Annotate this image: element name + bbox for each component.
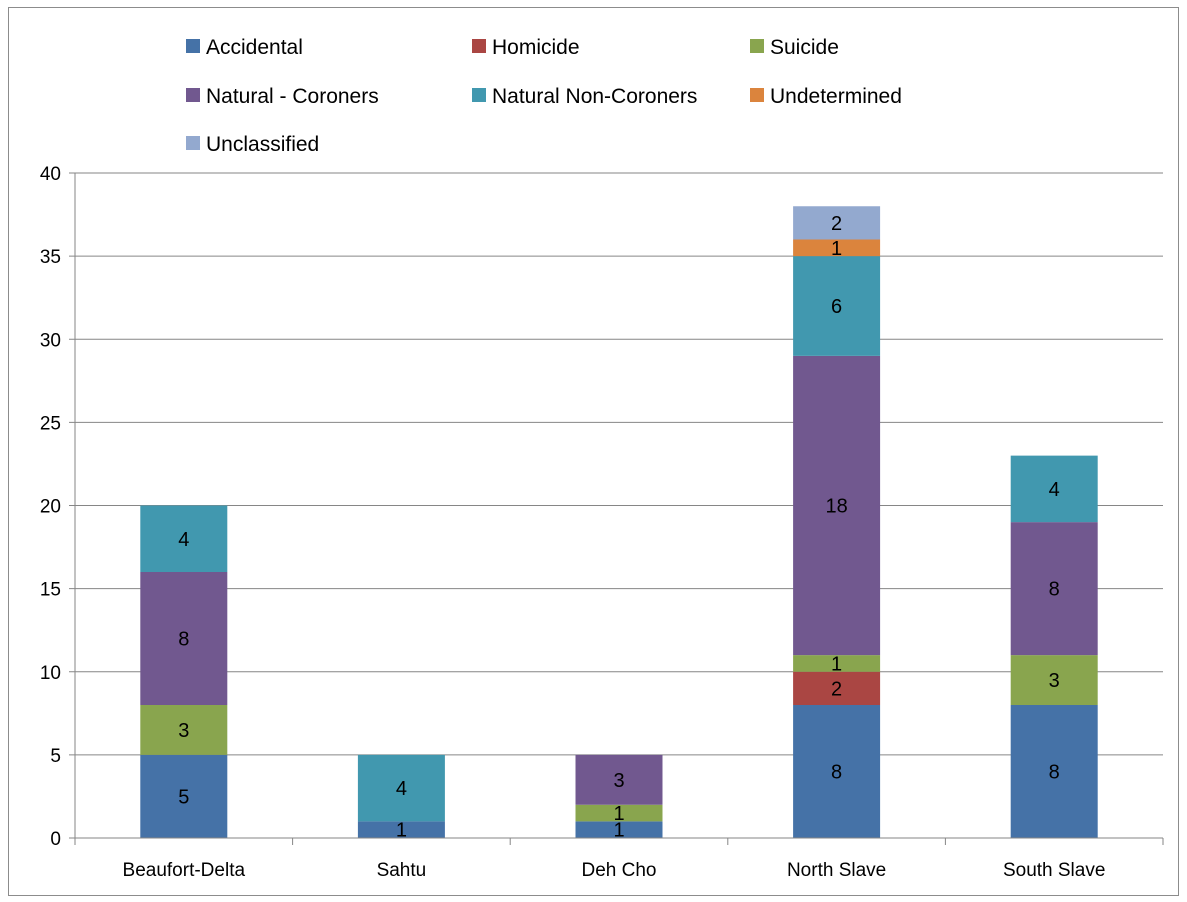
data-label: 1 — [831, 653, 842, 675]
bar-segment — [575, 804, 663, 822]
data-label: 8 — [1049, 579, 1060, 601]
legend-swatch — [472, 88, 486, 102]
y-tick-label: 30 — [40, 330, 61, 351]
data-label: 3 — [1049, 670, 1060, 692]
legend-label: Suicide — [770, 36, 839, 59]
bar-segment — [1010, 655, 1098, 705]
category-label: Sahtu — [377, 860, 427, 881]
bar-segment — [575, 821, 663, 838]
data-label: 8 — [831, 762, 842, 784]
data-label: 4 — [396, 778, 407, 800]
bar-segment — [793, 355, 881, 656]
bar-segment — [140, 705, 228, 755]
bar-segment — [357, 821, 445, 838]
bar-segment — [793, 655, 881, 672]
legend-swatch — [472, 39, 486, 53]
legend-label: Unclassified — [206, 133, 319, 156]
y-tick-label: 0 — [50, 829, 61, 850]
data-label: 5 — [178, 786, 189, 808]
bar-segment — [1010, 522, 1098, 656]
y-tick-label: 25 — [40, 413, 61, 434]
legend-swatch — [186, 136, 200, 150]
y-tick-label: 5 — [50, 746, 61, 767]
bar-segment — [793, 256, 881, 356]
data-label: 1 — [831, 238, 842, 260]
category-label: Beaufort-Delta — [123, 860, 246, 881]
data-label: 3 — [613, 770, 624, 792]
data-label: 2 — [831, 678, 842, 700]
bar-segment — [793, 705, 881, 838]
y-tick-label: 10 — [40, 663, 61, 684]
legend-swatch — [750, 88, 764, 102]
legend-label: Accidental — [206, 36, 303, 59]
y-tick-label: 35 — [40, 247, 61, 268]
data-label: 4 — [1049, 479, 1060, 501]
bar-segment — [140, 505, 228, 572]
y-tick-label: 20 — [40, 497, 61, 518]
y-tick-label: 15 — [40, 580, 61, 601]
data-label: 2 — [831, 213, 842, 235]
legend-label: Homicide — [492, 36, 580, 59]
legend-label: Undetermined — [770, 85, 902, 108]
bar-segment — [1010, 455, 1098, 523]
gridlines — [75, 172, 1163, 756]
bar-segment — [793, 239, 881, 257]
legend-label: Natural Non-Coroners — [492, 85, 697, 108]
data-label: 4 — [178, 529, 189, 551]
legend-swatch — [186, 39, 200, 53]
legend: Accidental Homicide Suicide Natural - Coron… — [186, 36, 902, 156]
category-label: North Slave — [787, 860, 886, 881]
data-label: 18 — [825, 496, 847, 518]
bar-segment — [1010, 705, 1098, 838]
bar-segment — [793, 671, 881, 705]
data-label: 1 — [396, 820, 407, 842]
data-label: 3 — [178, 720, 189, 742]
category-label: South Slave — [1003, 860, 1105, 881]
category-label: Deh Cho — [582, 860, 657, 881]
y-tick-label: 40 — [40, 164, 61, 185]
data-label: 1 — [613, 803, 624, 825]
bar-segment — [793, 206, 881, 240]
bar-segment — [575, 754, 663, 805]
data-label: 1 — [613, 820, 624, 842]
bar-segment — [140, 754, 228, 838]
bar-segment — [140, 572, 228, 705]
bar-segment — [357, 754, 445, 822]
legend-swatch — [186, 88, 200, 102]
data-label: 6 — [831, 296, 842, 318]
data-label: 8 — [1049, 762, 1060, 784]
legend-swatch — [750, 39, 764, 53]
data-label: 8 — [178, 629, 189, 651]
legend-label: Natural - Coroners — [206, 85, 379, 108]
